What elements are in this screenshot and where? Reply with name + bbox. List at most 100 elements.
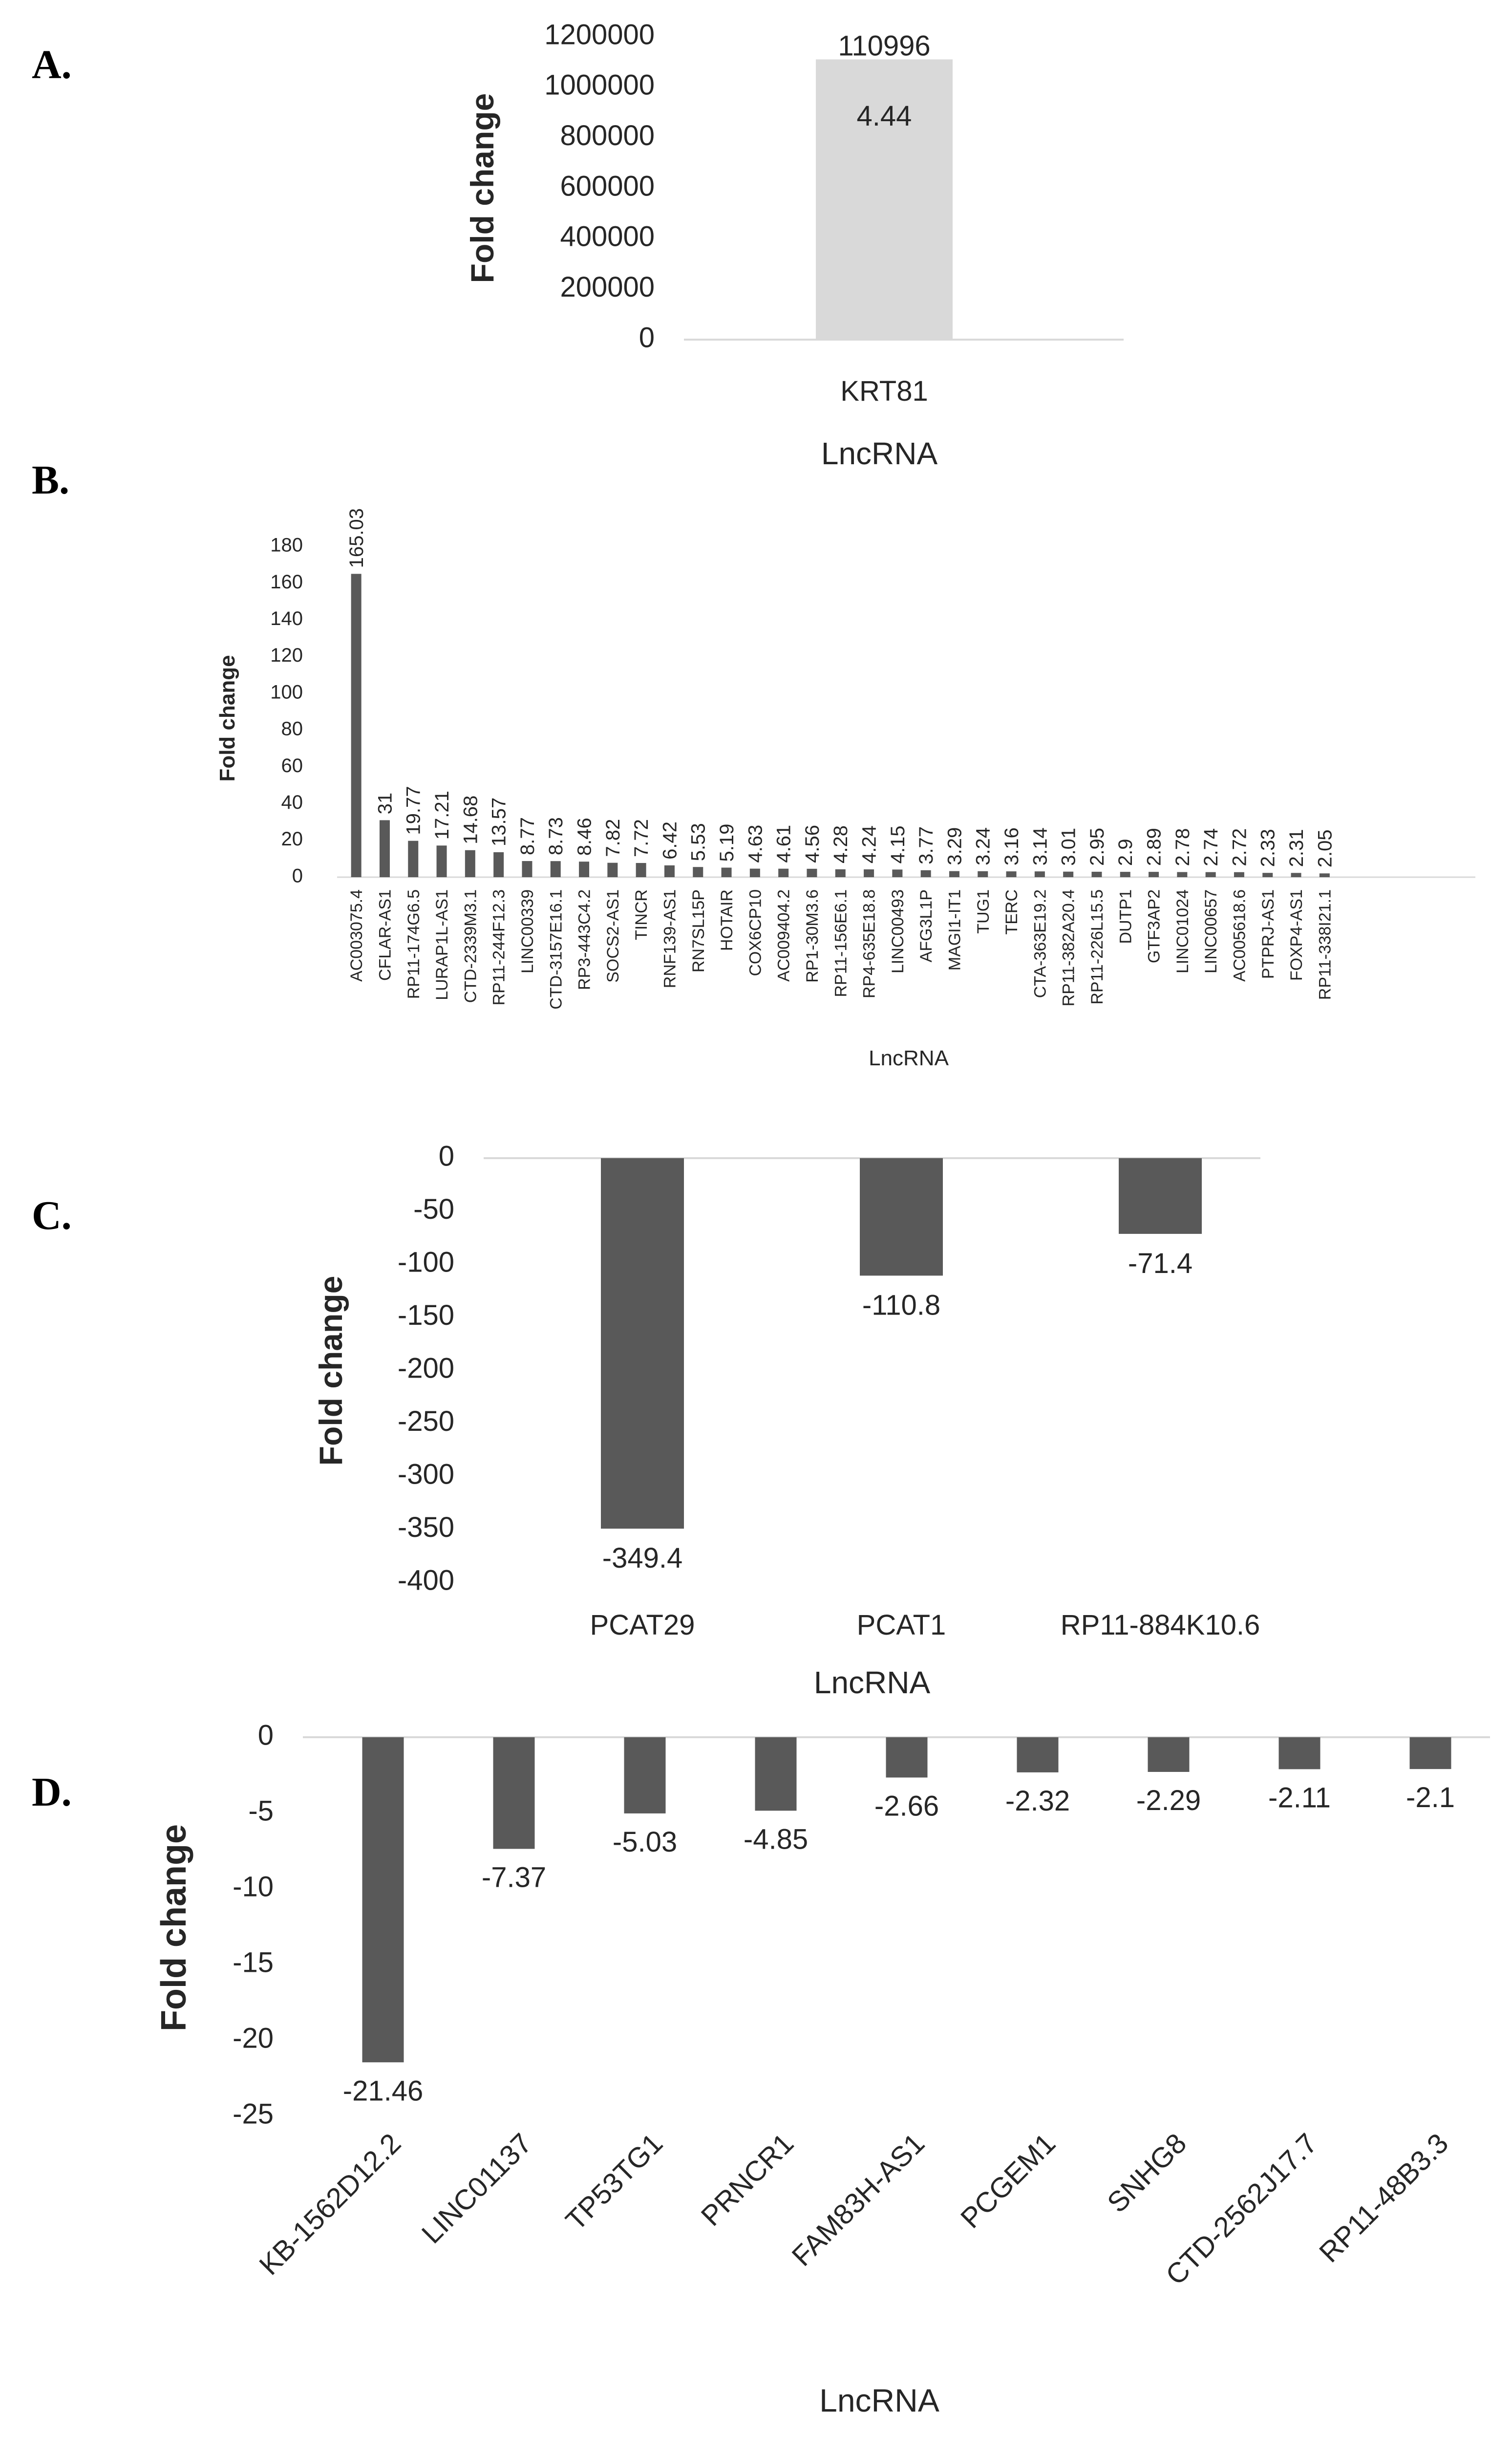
y-axis-title: Fold change xyxy=(215,655,239,781)
bar xyxy=(636,863,646,877)
panel-b-label: B. xyxy=(32,457,69,503)
x-tick-label: AC003075.4 xyxy=(347,889,366,982)
x-tick-label: AC009404.2 xyxy=(775,889,793,982)
bar xyxy=(664,865,675,877)
bar xyxy=(1148,1737,1190,1772)
x-tick-label: LINC00493 xyxy=(889,889,907,973)
x-tick-label: RN7SL15P xyxy=(689,889,708,972)
y-tick-label: 40 xyxy=(281,792,303,813)
bar xyxy=(920,870,931,877)
data-label: 4.61 xyxy=(773,825,795,863)
data-label: -71.4 xyxy=(1128,1248,1193,1279)
data-label: 14.68 xyxy=(460,796,481,844)
y-tick-label: 120 xyxy=(270,645,303,666)
panel-b-chart: B. 180 160 140 120 100 80 60 40 20 0 165.03 AC00307… xyxy=(32,457,1475,1070)
bar xyxy=(749,868,760,877)
x-tick-label: CFLAR-AS1 xyxy=(376,889,394,981)
data-label: -349.4 xyxy=(602,1542,682,1574)
data-label: 7.72 xyxy=(631,819,652,857)
x-tick-label: RP4-635E18.8 xyxy=(860,889,879,998)
data-label: 2.33 xyxy=(1257,829,1279,867)
bar xyxy=(1149,872,1159,877)
data-label: 8.77 xyxy=(517,817,538,855)
data-label: 4.44 xyxy=(857,100,912,132)
data-label: 7.82 xyxy=(602,819,624,857)
bar xyxy=(693,867,703,877)
bar xyxy=(601,1158,684,1529)
data-label: -2.11 xyxy=(1268,1782,1331,1813)
panel-d-label: D. xyxy=(32,1769,72,1815)
x-tick-label: CTD-3157E16.1 xyxy=(547,889,565,1010)
x-tick-label: RP11-174G6.5 xyxy=(405,889,423,999)
y-axis-title: Fold change xyxy=(313,1276,349,1466)
x-tick-label: TUG1 xyxy=(974,889,993,934)
data-label: 17.21 xyxy=(431,791,453,840)
y-tick-label: 80 xyxy=(281,718,303,740)
data-label: -2.29 xyxy=(1136,1785,1201,1816)
bar xyxy=(579,862,590,877)
panel-a-label: A. xyxy=(32,42,72,87)
y-tick-label: 60 xyxy=(281,755,303,776)
data-label: 2.89 xyxy=(1144,828,1165,866)
y-tick-label: 1000000 xyxy=(544,69,655,101)
bar xyxy=(550,861,561,877)
bar xyxy=(1278,1737,1320,1769)
y-tick-label: -20 xyxy=(233,2022,274,2054)
x-tick-label: AFG3L1P xyxy=(917,889,936,962)
bar xyxy=(362,1737,404,2063)
y-tick-label: 600000 xyxy=(560,170,655,202)
y-tick-label: -15 xyxy=(233,1946,274,1978)
bar xyxy=(1119,1158,1202,1234)
data-label: -2.1 xyxy=(1406,1782,1455,1813)
x-tick-label: KRT81 xyxy=(840,375,928,407)
data-label: 2.72 xyxy=(1229,828,1250,866)
y-tick-label: 180 xyxy=(270,535,303,556)
y-tick-label: -400 xyxy=(398,1564,454,1596)
x-axis-title: LncRNA xyxy=(869,1046,949,1070)
data-label: 8.46 xyxy=(574,818,596,856)
data-label: 8.73 xyxy=(545,817,567,855)
x-tick-label: DUTP1 xyxy=(1116,889,1135,944)
x-tick-label: RP11-244F12.3 xyxy=(490,889,509,1006)
x-tick-label: HOTAIR xyxy=(718,889,736,951)
y-tick-label: -150 xyxy=(398,1299,454,1331)
x-tick-label: RP3-443C4.2 xyxy=(575,889,594,990)
bar xyxy=(522,861,532,877)
y-tick-label: -50 xyxy=(413,1193,454,1225)
data-label: 6.42 xyxy=(659,821,681,860)
data-label: 5.53 xyxy=(688,823,709,861)
bar xyxy=(860,1158,943,1276)
data-label: -110.8 xyxy=(862,1289,940,1321)
y-tick-label: -350 xyxy=(398,1511,454,1543)
bar xyxy=(408,841,419,877)
data-label: 4.28 xyxy=(830,825,852,863)
y-tick-label: 160 xyxy=(270,571,303,593)
panel-a-chart: A. 1200000 1000000 800000 600000 400000 20000… xyxy=(32,19,1124,471)
y-tick-label: -100 xyxy=(398,1246,454,1278)
bar xyxy=(816,59,953,340)
y-tick-label: 800000 xyxy=(560,120,655,151)
x-tick-label: LINC00657 xyxy=(1202,889,1220,973)
data-label: 4.15 xyxy=(887,826,909,864)
bar xyxy=(978,871,988,877)
bar xyxy=(1006,871,1017,877)
x-tick-label: RP11-884K10.6 xyxy=(1061,1609,1260,1641)
y-tick-label: -200 xyxy=(398,1352,454,1384)
bar xyxy=(436,845,447,877)
data-label: 3.16 xyxy=(1001,827,1022,865)
data-label: -7.37 xyxy=(482,1861,546,1893)
x-tick-label: RP11-382A20.4 xyxy=(1060,889,1078,1006)
data-label: -21.46 xyxy=(343,2075,423,2107)
bar xyxy=(624,1737,666,1813)
data-label: 13.57 xyxy=(489,798,510,846)
y-axis-title: Fold change xyxy=(464,93,500,283)
bar xyxy=(351,574,362,877)
data-label: 110996 xyxy=(838,30,930,62)
y-tick-label: 200000 xyxy=(560,271,655,303)
y-axis-title: Fold change xyxy=(154,1824,193,2031)
x-tick-label: RP1-30M3.6 xyxy=(803,889,822,983)
data-label: -5.03 xyxy=(613,1826,677,1858)
data-label: -2.66 xyxy=(874,1790,939,1822)
bar xyxy=(465,850,475,877)
